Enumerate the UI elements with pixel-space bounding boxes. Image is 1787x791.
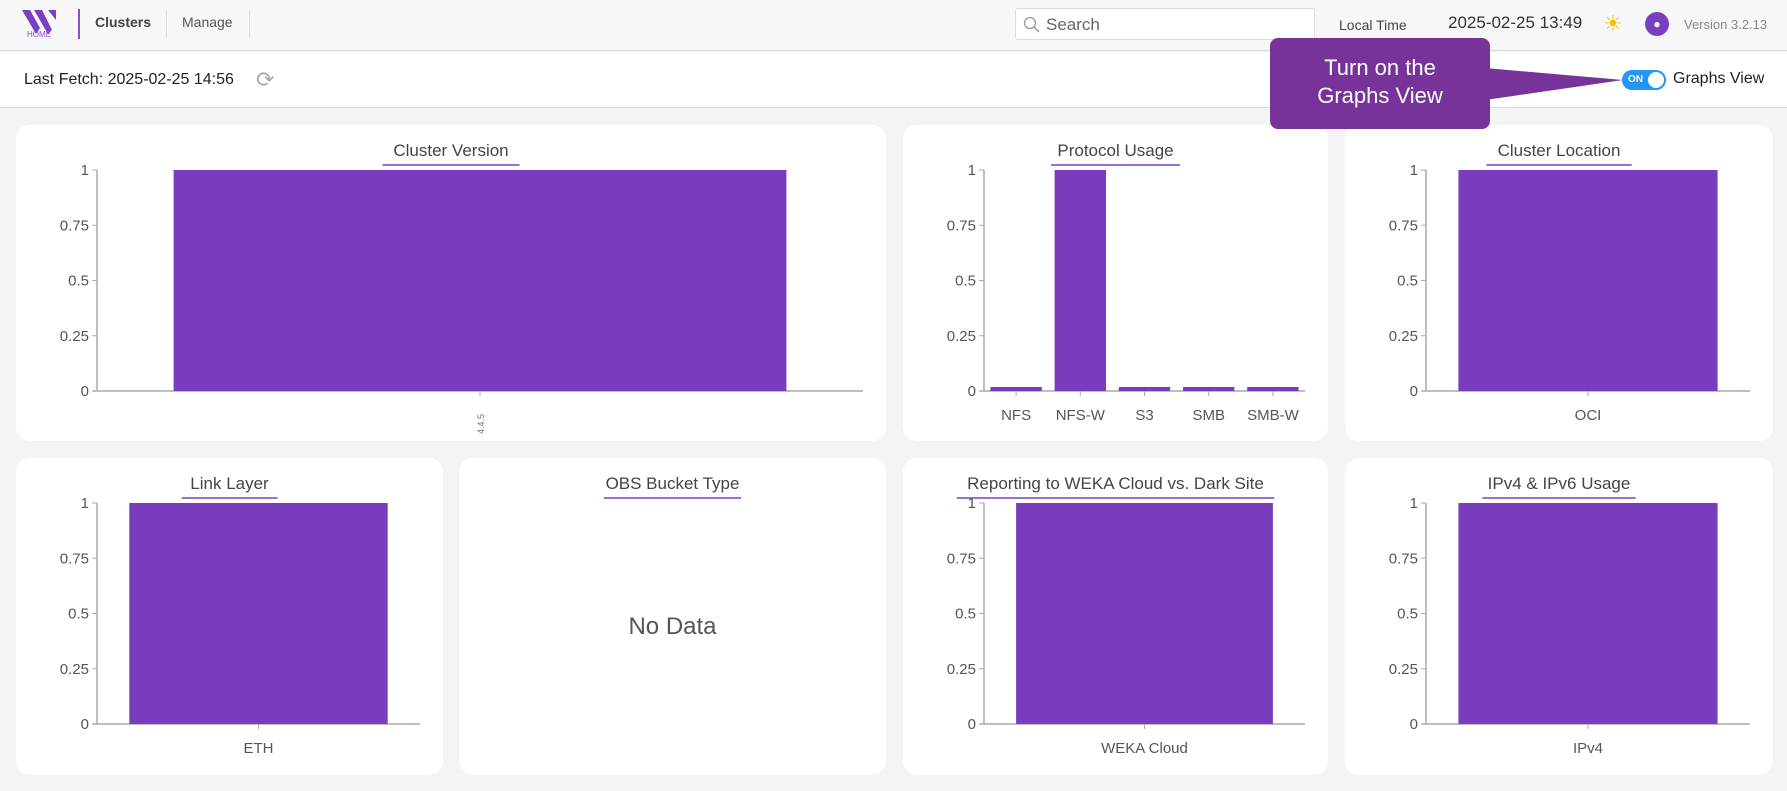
bar[interactable] <box>1118 387 1171 391</box>
toggle-state: ON <box>1628 74 1643 85</box>
chart-svg: Cluster Version 0 0.25 0.5 0.75 1 4.4.5 <box>60 141 863 434</box>
graphs-view-label: Graphs View <box>1673 70 1765 87</box>
chart-card: Reporting to WEKA Cloud vs. Dark Site 0 0.… <box>903 458 1328 775</box>
x-tick-label: NFS-W <box>1056 407 1106 424</box>
y-tick-label: 0.5 <box>1397 273 1418 290</box>
y-tick-label: 0.25 <box>947 661 976 678</box>
toggle-knob <box>1648 72 1664 88</box>
top-navbar: HOME Clusters Manage Search Local Time 2… <box>0 0 1787 51</box>
local-time-value: 2025-02-25 13:49 <box>1448 13 1583 32</box>
bar[interactable] <box>1016 503 1273 724</box>
chart-title: Reporting to WEKA Cloud vs. Dark Site <box>967 474 1264 493</box>
search-icon <box>1023 16 1040 33</box>
chart-title: Protocol Usage <box>1057 141 1173 160</box>
y-tick-label: 1 <box>1410 162 1418 179</box>
x-tick-label: SMB-W <box>1247 407 1300 424</box>
y-tick-label: 0.75 <box>1389 550 1418 567</box>
y-tick-label: 0.5 <box>955 273 976 290</box>
y-tick-label: 1 <box>968 495 976 512</box>
chart-card: OBS Bucket Type No Data <box>459 458 886 775</box>
x-tick-label: WEKA Cloud <box>1101 740 1188 757</box>
x-tick-label: 4.4.5 <box>476 414 486 434</box>
bar[interactable] <box>1458 170 1718 391</box>
local-time-label: Local Time <box>1339 17 1407 33</box>
callout-tooltip: Turn on the Graphs View <box>1270 38 1490 129</box>
chart-svg: OBS Bucket Type <box>604 474 741 499</box>
search-placeholder: Search <box>1046 15 1100 34</box>
no-data-text: No Data <box>628 613 717 640</box>
bar[interactable] <box>1183 387 1235 391</box>
y-tick-label: 0 <box>968 383 976 400</box>
bar[interactable] <box>1458 503 1718 724</box>
weka-logo-icon[interactable] <box>22 8 56 42</box>
chart-title: Link Layer <box>190 474 269 493</box>
y-tick-label: 0 <box>968 716 976 733</box>
x-tick-label: ETH <box>244 740 274 757</box>
chart-card: Protocol Usage 0 0.25 0.5 0.75 1 NFS NFS-W S3 SMB… <box>903 125 1328 441</box>
chart-svg: Protocol Usage 0 0.25 0.5 0.75 1 NFS NFS-W S3 SMB… <box>947 141 1305 424</box>
chart-title: Cluster Location <box>1498 141 1621 160</box>
chart-card: Link Layer 0 0.25 0.5 0.75 1 ETH <box>16 458 443 775</box>
y-tick-label: 0.75 <box>60 550 89 567</box>
bar[interactable] <box>1054 170 1106 391</box>
chart-title: OBS Bucket Type <box>606 474 740 493</box>
x-tick-label: S3 <box>1135 407 1153 424</box>
x-tick-label: IPv4 <box>1573 740 1603 757</box>
bar[interactable] <box>173 170 787 391</box>
y-tick-label: 0 <box>81 716 89 733</box>
chart-card: Cluster Location 0 0.25 0.5 0.75 1 OCI <box>1345 125 1773 441</box>
y-tick-label: 0.75 <box>1389 217 1418 234</box>
user-avatar-icon[interactable]: ● <box>1645 12 1669 36</box>
bar[interactable] <box>129 503 388 724</box>
y-tick-label: 0.5 <box>955 606 976 623</box>
y-tick-label: 0.25 <box>60 328 89 345</box>
y-tick-label: 0.25 <box>60 661 89 678</box>
y-tick-label: 0 <box>81 383 89 400</box>
y-tick-label: 0.5 <box>68 606 89 623</box>
y-tick-label: 1 <box>81 162 89 179</box>
sun-icon[interactable]: ☀ <box>1603 11 1623 36</box>
x-tick-label: NFS <box>1001 407 1031 424</box>
divider <box>166 10 167 38</box>
home-label[interactable]: HOME <box>27 30 51 39</box>
last-fetch-text: Last Fetch: 2025-02-25 14:56 <box>24 71 234 88</box>
callout-line: Turn on the <box>1324 55 1436 80</box>
divider <box>78 9 80 39</box>
y-tick-label: 0 <box>1410 383 1418 400</box>
chart-svg: Reporting to WEKA Cloud vs. Dark Site 0 0.… <box>947 474 1305 757</box>
chart-title: IPv4 & IPv6 Usage <box>1488 474 1631 493</box>
nav-clusters[interactable]: Clusters <box>95 14 152 30</box>
graphs-view-toggle[interactable]: ON <box>1622 70 1666 90</box>
y-tick-label: 0 <box>1410 716 1418 733</box>
bar[interactable] <box>990 387 1042 391</box>
chart-card: Cluster Version 0 0.25 0.5 0.75 1 4.4.5 <box>16 125 886 441</box>
x-tick-label: OCI <box>1575 407 1602 424</box>
callout-pointer <box>1485 68 1623 100</box>
y-tick-label: 0.25 <box>947 328 976 345</box>
chart-svg: IPv4 & IPv6 Usage 0 0.25 0.5 0.75 1 IPv4 <box>1389 474 1750 757</box>
y-tick-label: 0.5 <box>1397 606 1418 623</box>
y-tick-label: 0.25 <box>1389 661 1418 678</box>
y-tick-label: 1 <box>1410 495 1418 512</box>
y-tick-label: 0.25 <box>1389 328 1418 345</box>
y-tick-label: 0.75 <box>947 550 976 567</box>
x-tick-label: SMB <box>1192 407 1225 424</box>
chart-title: Cluster Version <box>393 141 508 160</box>
version-label: Version 3.2.13 <box>1684 17 1768 32</box>
refresh-icon[interactable]: ⟳ <box>256 67 275 92</box>
callout-line: Graphs View <box>1317 83 1443 108</box>
y-tick-label: 0.5 <box>68 273 89 290</box>
chart-card: IPv4 & IPv6 Usage 0 0.25 0.5 0.75 1 IPv4 <box>1345 458 1773 775</box>
y-tick-label: 1 <box>81 495 89 512</box>
chart-svg: Link Layer 0 0.25 0.5 0.75 1 ETH <box>60 474 420 757</box>
y-tick-label: 1 <box>968 162 976 179</box>
y-tick-label: 0.75 <box>947 217 976 234</box>
bar[interactable] <box>1247 387 1299 391</box>
chart-svg: Cluster Location 0 0.25 0.5 0.75 1 OCI <box>1389 141 1750 424</box>
nav-manage[interactable]: Manage <box>182 14 233 30</box>
divider <box>249 10 250 38</box>
search-input[interactable]: Search <box>1015 8 1315 40</box>
y-tick-label: 0.75 <box>60 217 89 234</box>
